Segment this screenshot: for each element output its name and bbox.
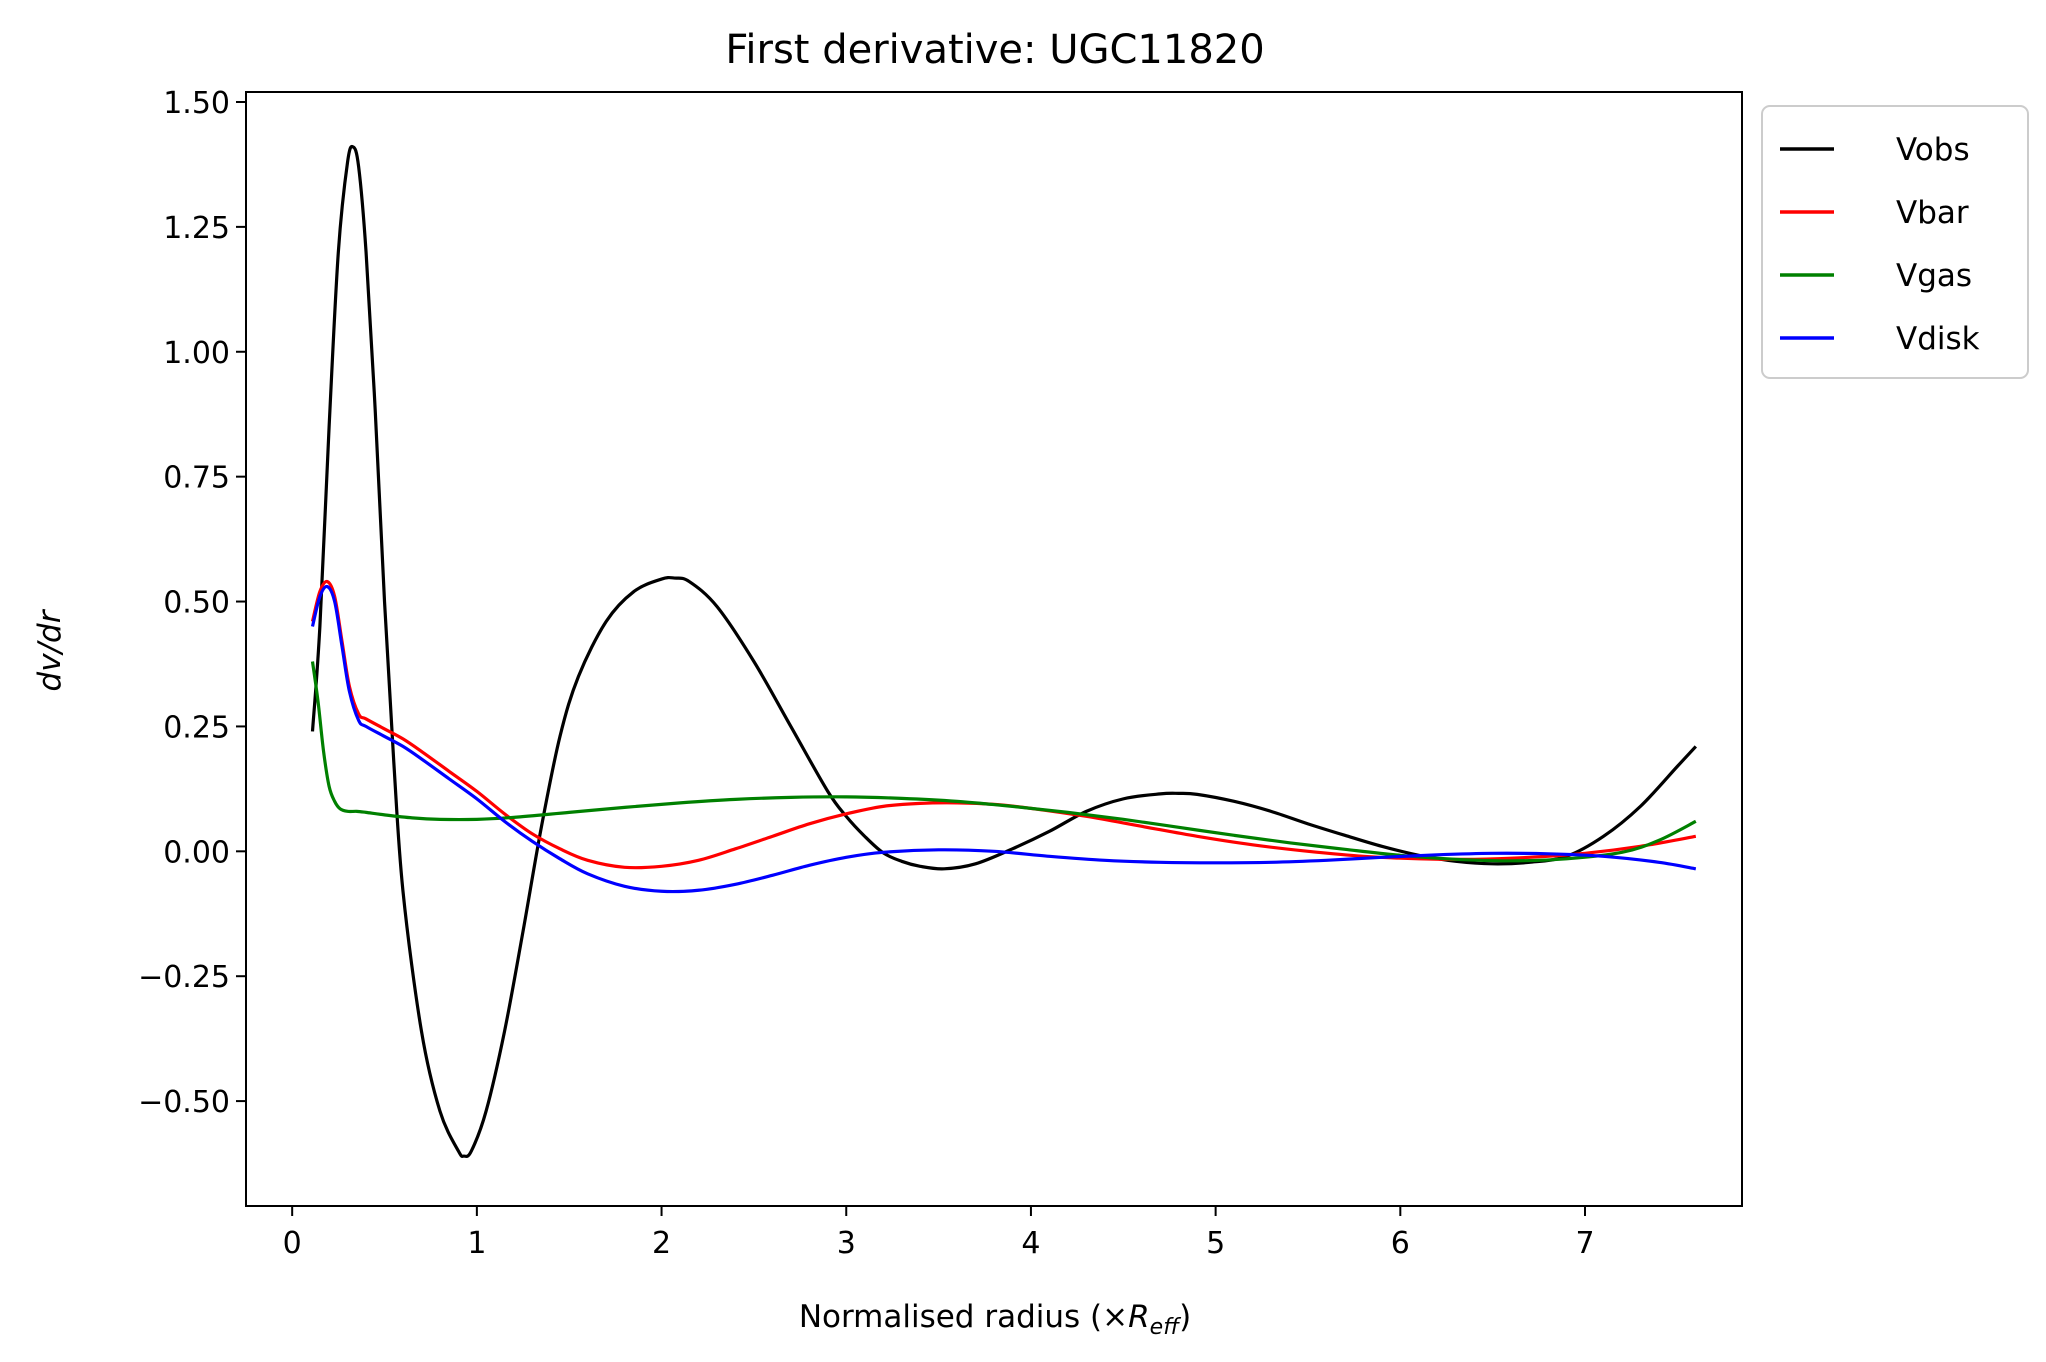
y-tick-label: 0.25 — [163, 710, 230, 745]
plot-frame — [245, 91, 1743, 1207]
x-tick-label: 5 — [1206, 1226, 1225, 1261]
y-tick-label: 1.00 — [163, 336, 230, 371]
x-tick-label: 2 — [652, 1226, 671, 1261]
x-axis-ticks: 0 1 2 3 4 5 6 7 — [283, 1206, 1595, 1261]
y-axis-ticks: −0.50 −0.25 0.00 0.25 0.50 0.75 1.00 1.25 1.50 — [138, 86, 246, 1120]
legend-box — [1761, 105, 2029, 379]
x-tick-label: 1 — [467, 1226, 486, 1261]
x-axis-label-subscript: eff — [1150, 1315, 1182, 1340]
legend: Vobs Vbar Vgas Vdisk — [1761, 105, 2029, 379]
x-axis-label-prefix: Normalised radius (× — [799, 1299, 1128, 1335]
y-tick-label: −0.25 — [138, 960, 230, 995]
x-tick-label: 4 — [1021, 1226, 1040, 1261]
series-line-vdisk — [310, 584, 1697, 894]
y-tick-label: 0.75 — [163, 461, 230, 496]
legend-label-vgas: Vgas — [1896, 258, 1972, 294]
legend-label-vbar: Vbar — [1896, 195, 1969, 231]
x-axis-label-suffix: ) — [1179, 1299, 1191, 1335]
y-tick-label: 0.50 — [163, 586, 230, 621]
y-tick-label: 1.50 — [163, 86, 230, 121]
y-tick-label: 1.25 — [163, 211, 230, 246]
y-axis-label: dv/dr — [32, 608, 68, 691]
series-lines — [310, 144, 1698, 1159]
x-tick-label: 0 — [283, 1226, 302, 1261]
x-tick-label: 3 — [837, 1226, 856, 1261]
x-tick-label: 7 — [1575, 1226, 1594, 1261]
x-axis-label: Normalised radius (×Reff) — [799, 1299, 1191, 1340]
series-line-vobs — [310, 144, 1698, 1159]
x-tick-label: 6 — [1391, 1226, 1410, 1261]
y-tick-label: 0.00 — [163, 835, 230, 870]
y-tick-label: −0.50 — [138, 1085, 230, 1120]
legend-label-vobs: Vobs — [1896, 132, 1970, 168]
x-axis-label-symbol: R — [1128, 1299, 1150, 1335]
chart-title: First derivative: UGC11820 — [725, 27, 1264, 73]
legend-label-vdisk: Vdisk — [1896, 321, 1980, 357]
series-line-vbar — [310, 579, 1697, 870]
